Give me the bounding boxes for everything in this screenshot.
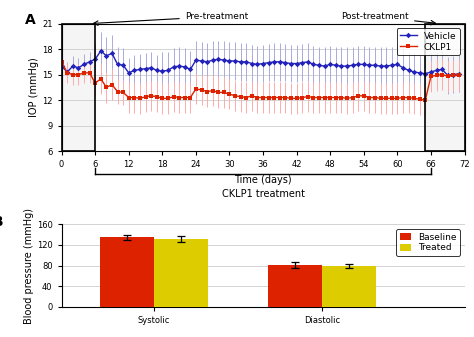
Text: Pre-treatment: Pre-treatment bbox=[93, 12, 248, 25]
Line: CKLP1: CKLP1 bbox=[60, 60, 461, 102]
Vehicle bbox=[199, 59, 204, 63]
Bar bbox=[154, 239, 208, 307]
Text: B: B bbox=[0, 215, 4, 228]
Bar bbox=[425, 24, 465, 151]
Y-axis label: Blood pressure (mmHg): Blood pressure (mmHg) bbox=[24, 208, 34, 324]
Vehicle bbox=[59, 64, 64, 68]
Legend: Vehicle, CKLP1: Vehicle, CKLP1 bbox=[397, 28, 460, 55]
Vehicle bbox=[120, 63, 126, 67]
Vehicle bbox=[333, 63, 338, 67]
Text: Post-treatment: Post-treatment bbox=[341, 12, 435, 25]
Bar bbox=[100, 237, 154, 307]
Line: Vehicle: Vehicle bbox=[60, 49, 461, 78]
CKLP1 bbox=[310, 95, 316, 99]
Vehicle bbox=[316, 63, 322, 67]
Bar bbox=[62, 24, 95, 151]
Bar bbox=[322, 266, 375, 307]
CKLP1 bbox=[193, 87, 199, 91]
Vehicle bbox=[445, 73, 451, 78]
Legend: Baseline, Treated: Baseline, Treated bbox=[396, 229, 460, 256]
CKLP1 bbox=[59, 60, 64, 64]
Vehicle bbox=[98, 49, 104, 53]
CKLP1 bbox=[283, 95, 288, 99]
Vehicle bbox=[428, 70, 434, 74]
CKLP1 bbox=[328, 95, 333, 99]
Y-axis label: IOP (mmHg): IOP (mmHg) bbox=[29, 57, 39, 117]
Vehicle bbox=[288, 62, 294, 66]
Text: CKLP1 treatment: CKLP1 treatment bbox=[221, 189, 305, 199]
X-axis label: Time (days): Time (days) bbox=[234, 175, 292, 185]
Vehicle bbox=[456, 72, 462, 76]
CKLP1 bbox=[115, 90, 120, 94]
CKLP1 bbox=[154, 95, 160, 99]
CKLP1 bbox=[456, 73, 462, 78]
Bar bbox=[425, 24, 465, 151]
Bar bbox=[62, 24, 95, 151]
Bar bbox=[268, 265, 322, 307]
Text: A: A bbox=[26, 13, 36, 27]
CKLP1 bbox=[422, 98, 428, 102]
